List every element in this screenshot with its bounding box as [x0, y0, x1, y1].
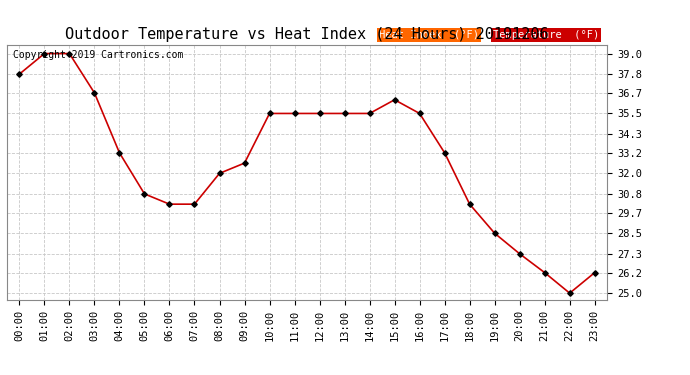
- Title: Outdoor Temperature vs Heat Index (24 Hours) 20191206: Outdoor Temperature vs Heat Index (24 Ho…: [66, 27, 549, 42]
- Text: Temperature  (°F): Temperature (°F): [493, 30, 600, 40]
- Text: Heat Index  (°F): Heat Index (°F): [379, 30, 479, 40]
- Text: Copyright 2019 Cartronics.com: Copyright 2019 Cartronics.com: [13, 50, 184, 60]
